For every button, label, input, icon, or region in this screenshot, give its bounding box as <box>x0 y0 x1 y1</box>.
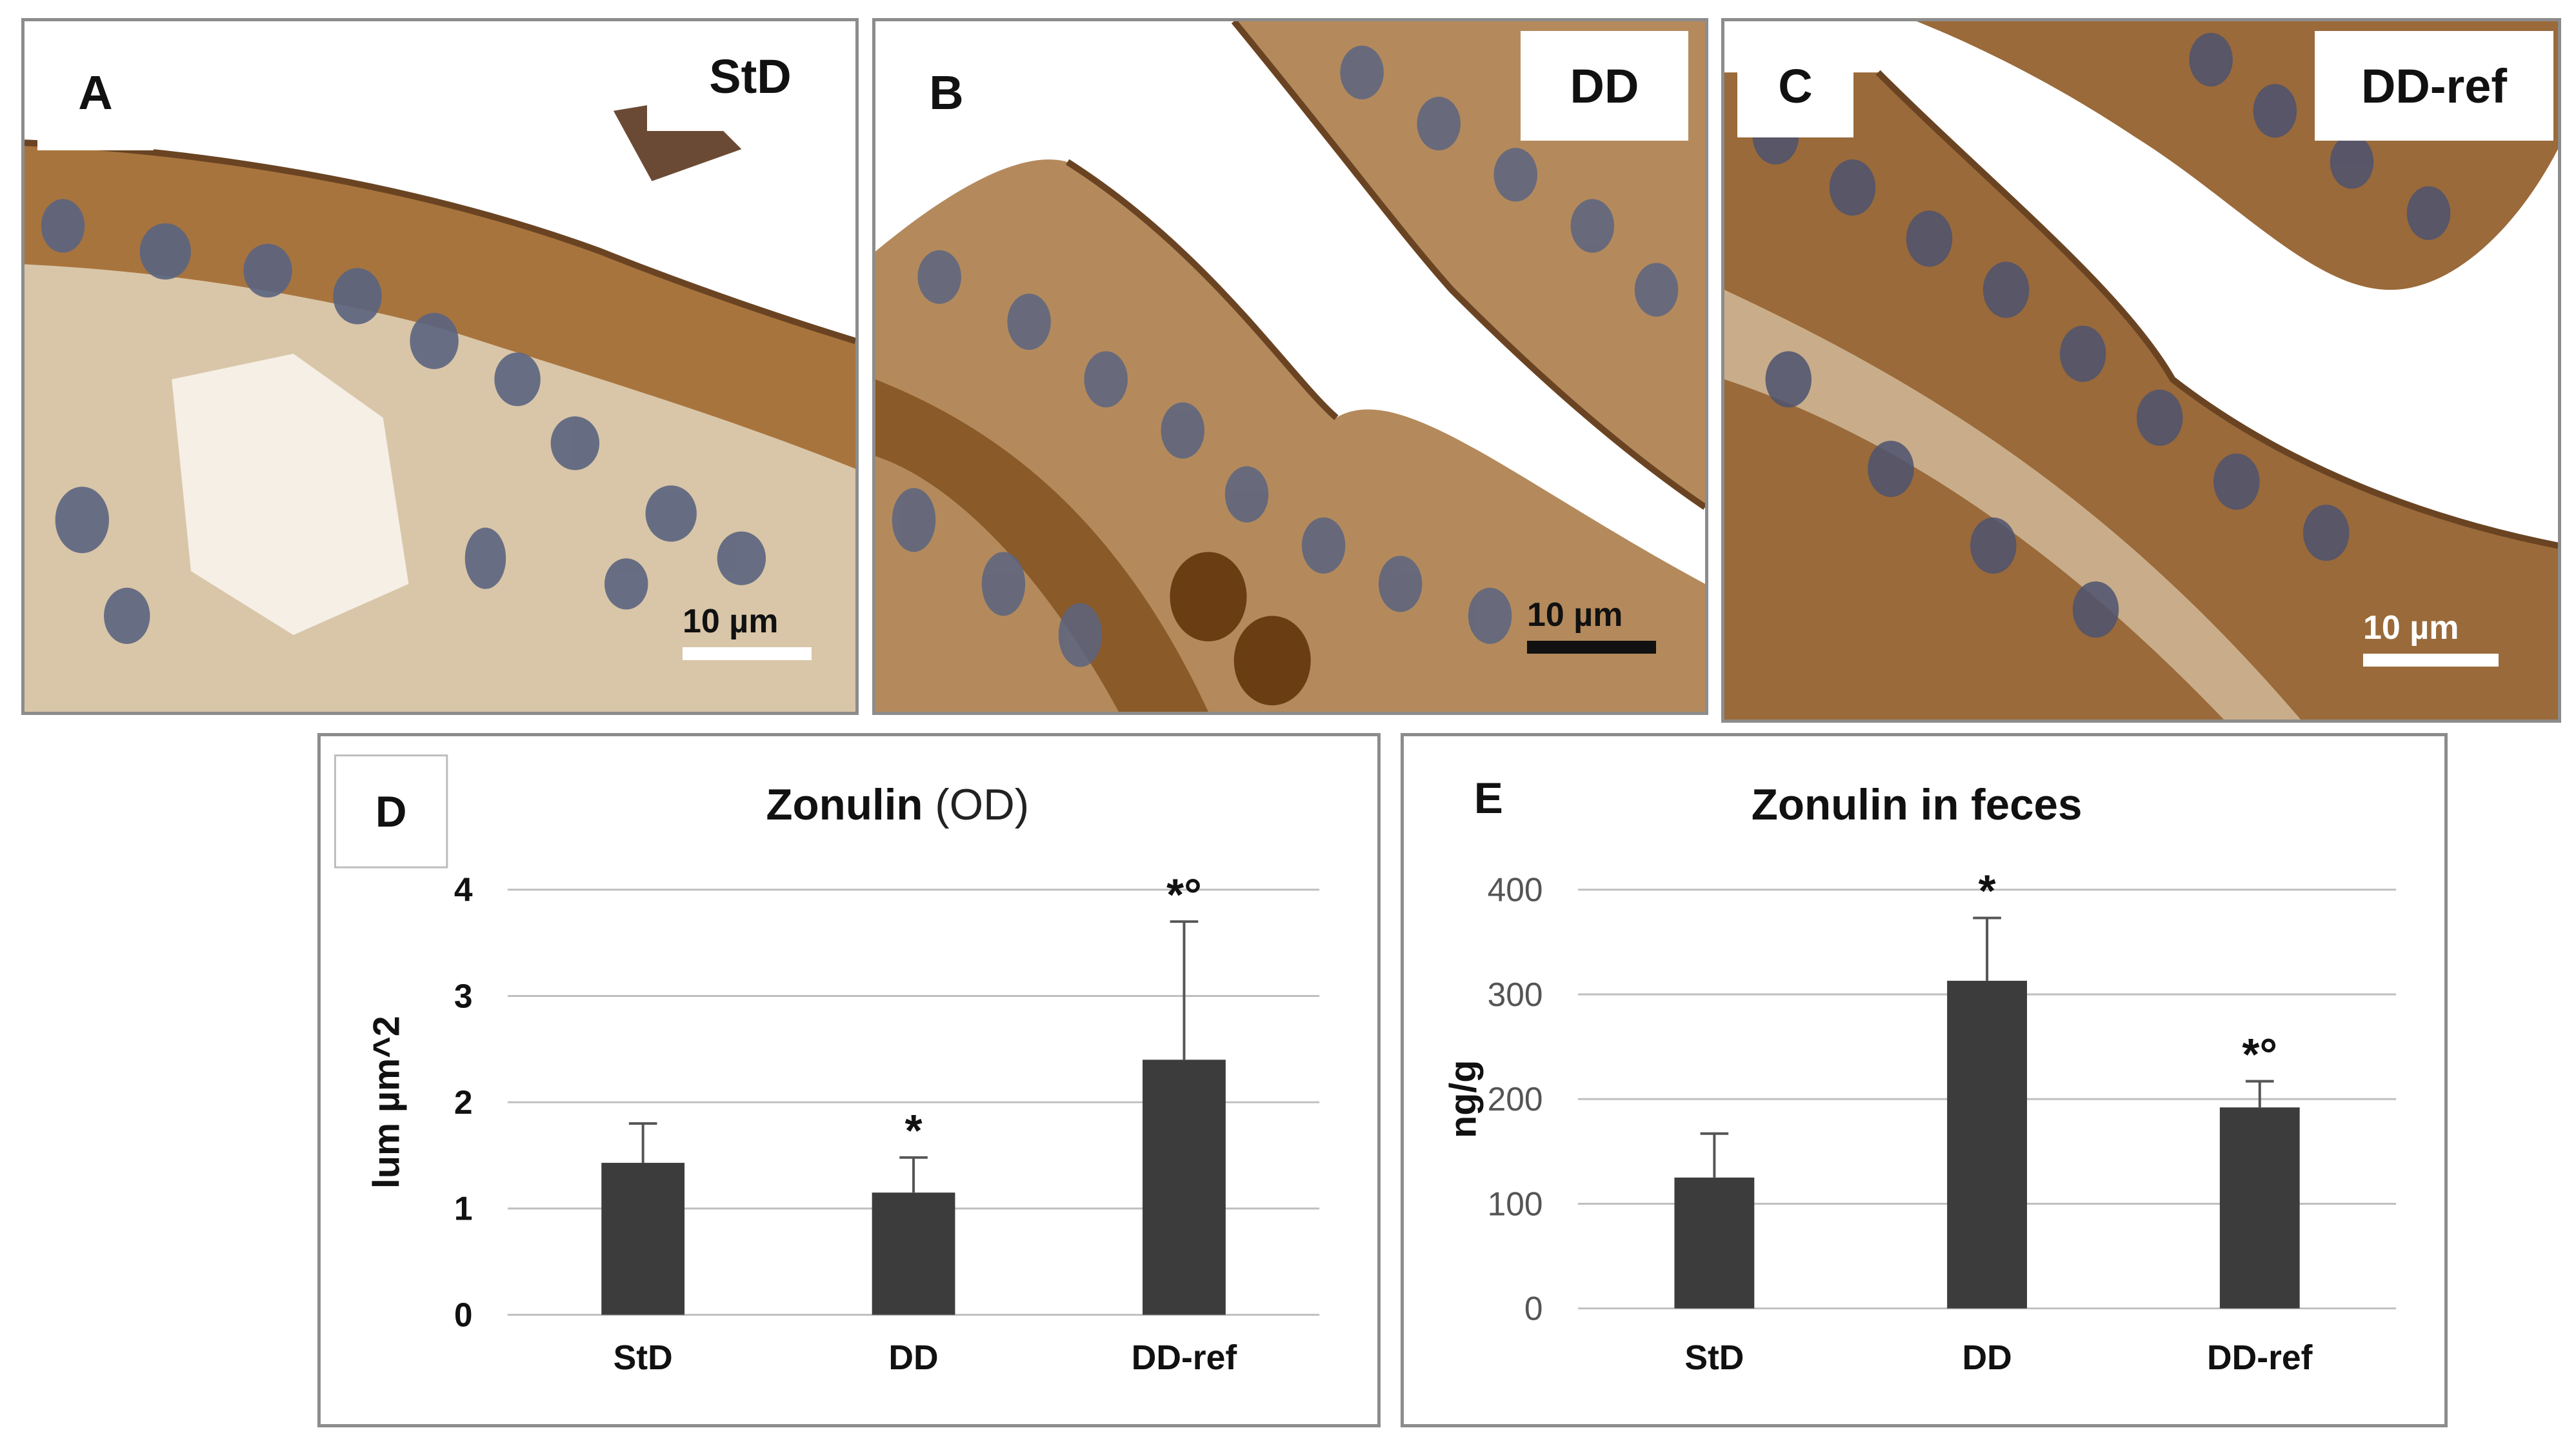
bar <box>1143 1060 1226 1315</box>
zonulin-feces-chart: E Zonulin in feces ng/g 0 100 200 300 400 StD * DD… <box>1443 774 2397 1377</box>
x-category-label: DD <box>1962 1339 2012 1377</box>
scale-bar-c: 10 µm <box>2363 608 2499 667</box>
group-tag-b: DD <box>1521 31 1688 141</box>
scale-bar-label: 10 µm <box>2363 609 2459 647</box>
significance-marker: *° <box>1166 869 1202 920</box>
panel-letter-text: B <box>929 65 964 119</box>
tissue-image-b <box>875 21 1705 712</box>
scale-bar-label: 10 µm <box>683 603 779 640</box>
chart-panel-e: E Zonulin in feces ng/g 0 100 200 300 400 StD * DD… <box>1401 733 2448 1427</box>
y-tick-label: 300 <box>1488 976 1543 1013</box>
y-axis-label: ng/g <box>1443 1060 1484 1138</box>
bar <box>1947 980 2028 1309</box>
scale-bar-line <box>2363 654 2499 667</box>
scale-bar-line <box>1527 641 1656 654</box>
y-tick-label: 4 <box>454 871 473 909</box>
chart-title: Zonulin in feces <box>1752 781 2082 829</box>
panel-letter: E <box>1474 774 1503 823</box>
panel-letter-box <box>334 754 448 869</box>
x-category-label: DD-ref <box>1132 1339 1237 1377</box>
scale-bar-line <box>683 647 812 660</box>
significance-marker: * <box>905 1105 923 1156</box>
panel-letter-c: C <box>1737 34 1853 137</box>
chart-title: Zonulin (OD) <box>766 781 1029 829</box>
group-tag-text: DD <box>1570 59 1639 113</box>
scale-bar-a: 10 µm <box>683 602 812 660</box>
panel-letter-a: A <box>37 34 154 150</box>
y-tick-label: 1 <box>454 1190 473 1227</box>
x-category-label: DD <box>888 1339 938 1377</box>
micrograph-panel-c: C DD-ref 10 µm <box>1721 18 2561 723</box>
y-tick-label: 400 <box>1488 871 1543 909</box>
zonulin-od-chart: D Zonulin (OD) lum µm^2 0 1 2 3 4 StD * DD *° DD-ref <box>334 754 1320 1377</box>
y-axis-label: lum µm^2 <box>366 1016 408 1189</box>
bar <box>601 1163 685 1315</box>
y-tick-label: 0 <box>1524 1290 1543 1327</box>
panel-letter-b: B <box>888 34 1004 150</box>
panel-letter-text: A <box>78 65 113 119</box>
significance-marker: * <box>1979 866 1996 916</box>
group-tag-c: DD-ref <box>2315 31 2553 141</box>
chart-panel-d: D Zonulin (OD) lum µm^2 0 1 2 3 4 StD * DD *° DD-ref <box>317 733 1381 1427</box>
y-tick-label: 200 <box>1488 1080 1543 1118</box>
micrograph-panel-a: A StD 10 µm <box>21 18 859 715</box>
y-tick-label: 2 <box>454 1083 473 1121</box>
y-tick-label: 100 <box>1488 1185 1543 1222</box>
group-tag-text: DD-ref <box>2361 59 2508 113</box>
bar <box>2219 1107 2300 1309</box>
chart-title-main: Zonulin <box>766 781 923 829</box>
bar <box>1674 1177 1755 1309</box>
x-category-label: StD <box>614 1339 673 1377</box>
significance-marker: *° <box>2242 1029 2277 1080</box>
group-tag-text: StD <box>709 49 792 103</box>
y-tick-label: 3 <box>454 977 473 1014</box>
scale-bar-b: 10 µm <box>1527 596 1656 654</box>
bar <box>872 1192 955 1315</box>
tissue-image-a <box>25 21 855 712</box>
x-category-label: DD-ref <box>2207 1339 2313 1377</box>
chart-title-main: Zonulin in feces <box>1752 781 2082 829</box>
chart-title-suffix: (OD) <box>923 781 1030 829</box>
micrograph-panel-b: B DD 10 µm <box>872 18 1708 715</box>
group-tag-a: StD <box>647 21 854 131</box>
y-tick-label: 0 <box>454 1296 473 1333</box>
panel-letter: D <box>375 788 407 836</box>
scale-bar-label: 10 µm <box>1527 596 1623 634</box>
panel-letter-text: C <box>1778 59 1813 113</box>
x-category-label: StD <box>1684 1339 1744 1377</box>
